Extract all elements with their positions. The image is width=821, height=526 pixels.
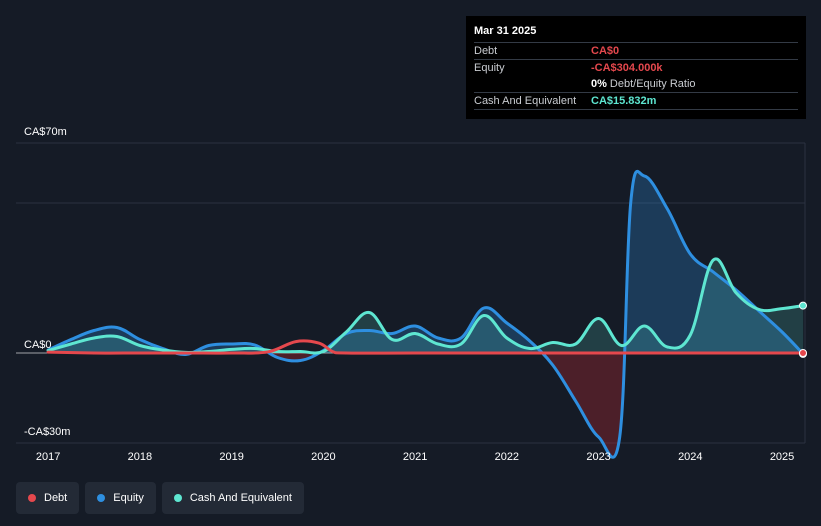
tooltip-row-debt: Debt CA$0 [474,42,798,59]
chart-legend: Debt Equity Cash And Equivalent [16,482,304,514]
tooltip-ratio-value: 0% [591,78,607,90]
x-tick-label-2017: 2017 [36,451,60,463]
legend-dot-equity [97,494,106,502]
area-equity-negative [48,353,804,458]
tooltip-debt-label: Debt [474,45,498,57]
x-tick-label-2022: 2022 [495,451,519,463]
tooltip-row-cash: Cash And Equivalent CA$15.832m [474,92,798,110]
legend-item-cash[interactable]: Cash And Equivalent [161,482,304,514]
y-axis-labels: CA$70m CA$0 -CA$30m [24,126,70,438]
tooltip-equity-value: -CA$304.000k [591,62,663,74]
tooltip-equity-label: Equity [474,62,505,74]
x-tick-label-2021: 2021 [403,451,427,463]
series-lines [46,169,805,459]
x-tick-label-2024: 2024 [678,451,702,463]
tooltip-row-ratio: 0% Debt/Equity Ratio [474,76,798,92]
legend-label-equity: Equity [113,492,144,504]
area-cash-and-equivalent [48,258,804,354]
tooltip-row-equity: Equity -CA$304.000k [474,59,798,76]
x-tick-label-2023: 2023 [586,451,610,463]
y-tick-label-2: -CA$30m [24,426,70,438]
end-marker-debt [799,349,807,357]
x-tick-label-2025: 2025 [770,451,794,463]
legend-label-cash: Cash And Equivalent [189,492,292,504]
y-tick-label-1: CA$0 [24,339,52,351]
legend-item-debt[interactable]: Debt [16,482,80,514]
x-tick-label-2020: 2020 [311,451,335,463]
x-axis-labels: 2017 2018 2019 2020 2021 2022 2023 2024 2025 [36,451,794,463]
legend-dot-debt [28,494,36,502]
x-tick-label-2019: 2019 [219,451,243,463]
tooltip-date: Mar 31 2025 [474,25,537,37]
tooltip-ratio-label: Debt/Equity Ratio [609,78,696,90]
tooltip-debt-value: CA$0 [591,45,620,57]
x-tick-label-2018: 2018 [128,451,152,463]
area-equity-positive [48,171,804,353]
end-marker-cash-and-equivalent [799,301,807,310]
tooltip-panel: Mar 31 2025 Debt CA$0 Equity -CA$304.000… [466,16,806,119]
tooltip-cash-label: Cash And Equivalent [474,95,577,107]
legend-label-debt: Debt [44,492,68,504]
y-tick-label-0: CA$70m [24,126,67,138]
series-end-markers [799,301,807,358]
series-areas [48,171,804,458]
legend-dot-cash [173,494,182,502]
legend-item-equity[interactable]: Equity [85,482,156,514]
tooltip-cash-value: CA$15.832m [591,95,657,107]
line-debt [46,339,805,355]
